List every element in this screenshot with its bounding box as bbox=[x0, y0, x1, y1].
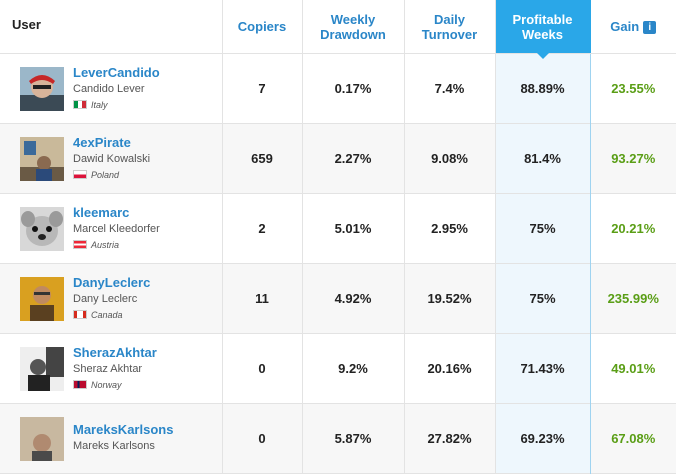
profitable-weeks-cell: 81.4% bbox=[494, 123, 591, 194]
info-icon[interactable]: i bbox=[643, 21, 657, 34]
avatar[interactable] bbox=[20, 66, 64, 111]
country-name: Norway bbox=[91, 379, 122, 390]
copiers-cell: 659 bbox=[222, 123, 303, 194]
gain-cell: 235.99% bbox=[590, 263, 676, 334]
daily-turnover-label: Daily Turnover bbox=[421, 11, 478, 42]
column-header-gain[interactable]: Gain i bbox=[590, 0, 676, 54]
daily-turnover-cell: 7.4% bbox=[404, 53, 496, 124]
copiers-cell: 0 bbox=[222, 403, 303, 474]
table-row[interactable]: LeverCandido Candido Lever Italy 7 0.17%… bbox=[0, 53, 676, 124]
weekly-drawdown-cell: 5.01% bbox=[302, 193, 405, 264]
profitable-weeks-cell: 75% bbox=[494, 263, 591, 334]
weekly-drawdown-cell: 0.17% bbox=[302, 53, 405, 124]
gain-cell: 23.55% bbox=[590, 53, 676, 124]
norway-flag-icon bbox=[73, 380, 87, 389]
profitable-weeks-cell: 71.43% bbox=[494, 333, 591, 404]
copiers-cell: 7 bbox=[222, 53, 303, 124]
gain-cell: 49.01% bbox=[590, 333, 676, 404]
italy-flag-icon bbox=[73, 100, 87, 109]
user-country: Austria bbox=[73, 238, 160, 252]
profitable-weeks-cell: 75% bbox=[494, 193, 591, 264]
copiers-cell: 11 bbox=[222, 263, 303, 334]
avatar[interactable] bbox=[20, 206, 64, 251]
user-country: Norway bbox=[73, 378, 157, 392]
real-name: Dawid Kowalski bbox=[73, 152, 151, 165]
gain-cell: 67.08% bbox=[590, 403, 676, 474]
user-cell: kleemarc Marcel Kleedorfer Austria bbox=[0, 193, 223, 264]
username-link[interactable]: MareksKarlsons bbox=[73, 421, 174, 437]
sort-indicator-arrow-icon bbox=[536, 53, 549, 59]
country-name: Canada bbox=[91, 309, 123, 320]
profitable-weeks-cell: 88.89% bbox=[494, 53, 591, 124]
daily-turnover-cell: 27.82% bbox=[404, 403, 496, 474]
weekly-drawdown-cell: 4.92% bbox=[302, 263, 405, 334]
table-header-row: User Copiers Weekly Drawdown Daily Turno… bbox=[0, 0, 676, 59]
country-name: Italy bbox=[91, 99, 108, 110]
daily-turnover-cell: 19.52% bbox=[404, 263, 496, 334]
weekly-drawdown-cell: 5.87% bbox=[302, 403, 405, 474]
table-row[interactable]: DanyLeclerc Dany Leclerc Canada 11 4.92%… bbox=[0, 263, 676, 334]
austria-flag-icon bbox=[73, 240, 87, 249]
weekly-drawdown-cell: 2.27% bbox=[302, 123, 405, 194]
username-link[interactable]: LeverCandido bbox=[73, 64, 160, 80]
gain-cell: 20.21% bbox=[590, 193, 676, 264]
daily-turnover-cell: 2.95% bbox=[404, 193, 496, 264]
gain-label: Gain bbox=[610, 19, 640, 34]
avatar[interactable] bbox=[20, 416, 64, 461]
weekly-drawdown-cell: 9.2% bbox=[302, 333, 405, 404]
daily-turnover-cell: 9.08% bbox=[404, 123, 496, 194]
column-header-daily-turnover[interactable]: Daily Turnover bbox=[404, 0, 496, 54]
poland-flag-icon bbox=[73, 170, 87, 179]
user-cell: LeverCandido Candido Lever Italy bbox=[0, 53, 223, 124]
profitable-weeks-label: Profitable Weeks bbox=[512, 11, 573, 42]
column-header-user[interactable]: User bbox=[0, 0, 223, 54]
username-link[interactable]: 4exPirate bbox=[73, 134, 131, 150]
real-name: Mareks Karlsons bbox=[73, 439, 155, 452]
avatar[interactable] bbox=[20, 136, 64, 181]
real-name: Sheraz Akhtar bbox=[73, 362, 143, 375]
avatar[interactable] bbox=[20, 346, 64, 391]
username-link[interactable]: kleemarc bbox=[73, 204, 130, 220]
copiers-cell: 2 bbox=[222, 193, 303, 264]
user-cell: MareksKarlsons Mareks Karlsons bbox=[0, 403, 223, 474]
user-country: Canada bbox=[73, 308, 150, 322]
daily-turnover-cell: 20.16% bbox=[404, 333, 496, 404]
avatar[interactable] bbox=[20, 276, 64, 321]
real-name: Candido Lever bbox=[73, 82, 145, 95]
canada-flag-icon bbox=[73, 310, 87, 319]
gain-cell: 93.27% bbox=[590, 123, 676, 194]
table-row[interactable]: kleemarc Marcel Kleedorfer Austria 2 5.0… bbox=[0, 193, 676, 264]
username-link[interactable]: DanyLeclerc bbox=[73, 274, 151, 290]
table-row[interactable]: SherazAkhtar Sheraz Akhtar Norway 0 9.2%… bbox=[0, 333, 676, 404]
username-link[interactable]: SherazAkhtar bbox=[73, 344, 157, 360]
copiers-cell: 0 bbox=[222, 333, 303, 404]
user-cell: 4exPirate Dawid Kowalski Poland bbox=[0, 123, 223, 194]
table-row[interactable]: 4exPirate Dawid Kowalski Poland 659 2.27… bbox=[0, 123, 676, 194]
real-name: Marcel Kleedorfer bbox=[73, 222, 160, 235]
column-header-weekly-drawdown[interactable]: Weekly Drawdown bbox=[302, 0, 405, 54]
user-country: Poland bbox=[73, 168, 150, 182]
real-name: Dany Leclerc bbox=[73, 292, 138, 305]
weekly-drawdown-label: Weekly Drawdown bbox=[320, 11, 386, 42]
user-cell: DanyLeclerc Dany Leclerc Canada bbox=[0, 263, 223, 334]
user-country: Italy bbox=[73, 98, 160, 112]
user-cell: SherazAkhtar Sheraz Akhtar Norway bbox=[0, 333, 223, 404]
country-name: Austria bbox=[91, 239, 120, 250]
column-header-copiers[interactable]: Copiers bbox=[222, 0, 303, 54]
column-header-profitable-weeks[interactable]: Profitable Weeks bbox=[495, 0, 591, 59]
profitable-weeks-cell: 69.23% bbox=[494, 403, 591, 474]
country-name: Poland bbox=[91, 169, 120, 180]
table-row[interactable]: MareksKarlsons Mareks Karlsons 0 5.87% 2… bbox=[0, 403, 676, 474]
